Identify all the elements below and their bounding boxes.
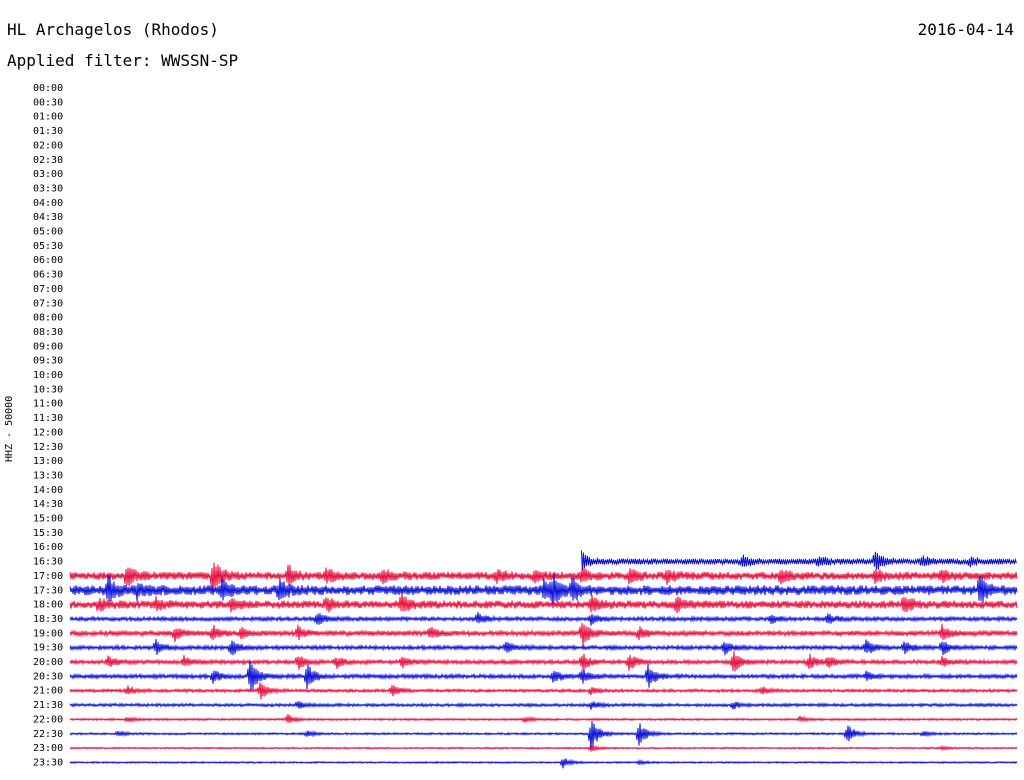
station-title: HL Archagelos (Rhodos) bbox=[7, 20, 219, 39]
trace-2330 bbox=[69, 758, 1018, 769]
time-label-1830: 18:30 bbox=[33, 614, 63, 625]
time-label-1800: 18:00 bbox=[33, 600, 63, 611]
trace-2030 bbox=[69, 659, 1018, 691]
time-label-0230: 02:30 bbox=[33, 155, 63, 166]
trace-1800 bbox=[69, 592, 1018, 614]
time-label-0330: 03:30 bbox=[33, 183, 63, 194]
time-label-1000: 10:00 bbox=[33, 370, 63, 381]
trace-1930 bbox=[69, 638, 1018, 656]
time-label-1530: 15:30 bbox=[33, 528, 63, 539]
trace-1830 bbox=[69, 611, 1018, 626]
trace-1730 bbox=[69, 572, 1018, 609]
time-label-0030: 00:30 bbox=[33, 97, 63, 108]
time-label-1630: 16:30 bbox=[33, 557, 63, 568]
trace-2000 bbox=[69, 651, 1018, 672]
time-label-1600: 16:00 bbox=[33, 542, 63, 553]
time-label-0300: 03:00 bbox=[33, 169, 63, 180]
time-label-0700: 07:00 bbox=[33, 284, 63, 295]
time-label-1330: 13:30 bbox=[33, 470, 63, 481]
trace-2300 bbox=[69, 744, 1018, 752]
trace-2100 bbox=[69, 682, 1018, 700]
time-label-2130: 21:30 bbox=[33, 700, 63, 711]
time-label-0200: 02:00 bbox=[33, 140, 63, 151]
time-label-1430: 14:30 bbox=[33, 499, 63, 510]
time-label-1700: 17:00 bbox=[33, 571, 63, 582]
time-label-0900: 09:00 bbox=[33, 341, 63, 352]
time-label-0800: 08:00 bbox=[33, 313, 63, 324]
time-row-labels: 00:00 00:30 01:00 01:30 02:00 02:30 03:00 03:30… bbox=[33, 83, 63, 768]
time-label-2230: 22:30 bbox=[33, 729, 63, 740]
trace-1630 bbox=[580, 550, 1017, 571]
time-label-0130: 01:30 bbox=[33, 126, 63, 137]
time-label-2000: 20:00 bbox=[33, 657, 63, 668]
time-label-1930: 19:30 bbox=[33, 643, 63, 654]
time-label-1300: 13:00 bbox=[33, 456, 63, 467]
time-label-1500: 15:00 bbox=[33, 514, 63, 525]
time-label-1030: 10:30 bbox=[33, 384, 63, 395]
time-label-0630: 06:30 bbox=[33, 270, 63, 281]
time-label-2200: 22:00 bbox=[33, 714, 63, 725]
time-label-0000: 00:00 bbox=[33, 83, 63, 94]
time-label-2330: 23:30 bbox=[33, 757, 63, 768]
time-label-2030: 20:30 bbox=[33, 671, 63, 682]
time-label-2100: 21:00 bbox=[33, 686, 63, 697]
time-label-0100: 01:00 bbox=[33, 112, 63, 123]
trace-1900 bbox=[69, 622, 1018, 647]
time-label-1730: 17:30 bbox=[33, 585, 63, 596]
time-label-0400: 04:00 bbox=[33, 198, 63, 209]
time-label-0500: 05:00 bbox=[33, 227, 63, 238]
trace-2230 bbox=[69, 721, 1018, 752]
time-label-2300: 23:00 bbox=[33, 743, 63, 754]
time-label-0830: 08:30 bbox=[33, 327, 63, 338]
time-label-1400: 14:00 bbox=[33, 485, 63, 496]
time-label-0930: 09:30 bbox=[33, 356, 63, 367]
time-label-0730: 07:30 bbox=[33, 298, 63, 309]
applied-filter-label: Applied filter: WWSSN-SP bbox=[7, 51, 239, 70]
trace-2130 bbox=[69, 701, 1018, 710]
time-label-0430: 04:30 bbox=[33, 212, 63, 223]
record-date: 2016-04-14 bbox=[917, 20, 1014, 39]
seismogram-traces bbox=[69, 550, 1018, 769]
time-label-0530: 05:30 bbox=[33, 241, 63, 252]
time-label-1130: 11:30 bbox=[33, 413, 63, 424]
time-label-1100: 11:00 bbox=[33, 399, 63, 410]
time-label-1900: 19:00 bbox=[33, 628, 63, 639]
time-label-1230: 12:30 bbox=[33, 442, 63, 453]
trace-1700 bbox=[69, 562, 1018, 593]
trace-2200 bbox=[69, 714, 1018, 724]
time-label-1200: 12:00 bbox=[33, 427, 63, 438]
time-label-0600: 06:00 bbox=[33, 255, 63, 266]
